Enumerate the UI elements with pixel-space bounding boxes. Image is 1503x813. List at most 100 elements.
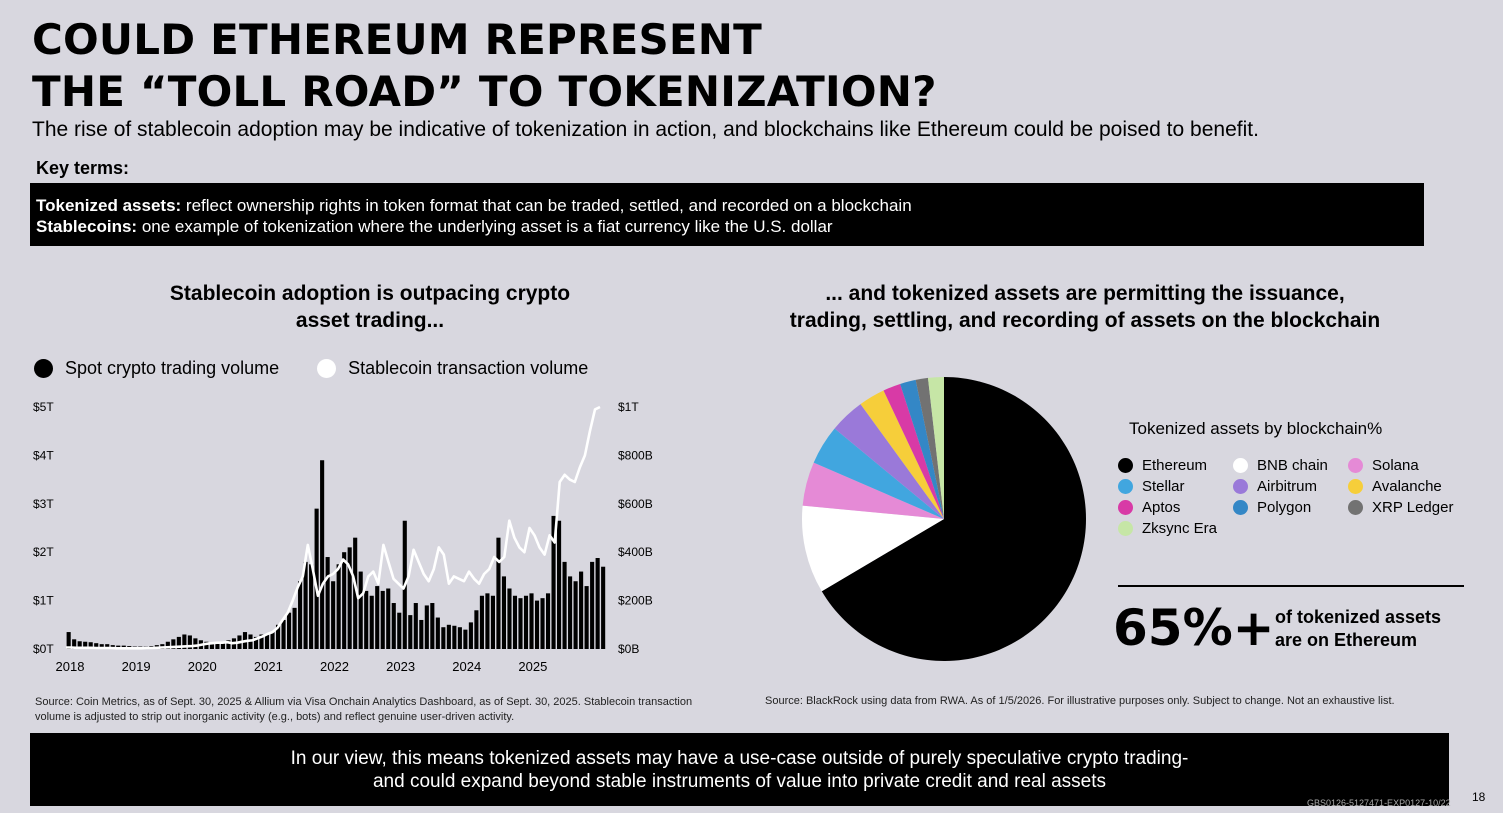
page-number: 18 (1472, 790, 1486, 804)
legend-swatch-spot (34, 359, 53, 378)
pie-legend-swatch (1118, 458, 1133, 473)
spot-volume-bar (529, 593, 534, 649)
right-axis-tick-label: $800B (618, 448, 653, 462)
spot-volume-bar (358, 571, 363, 649)
spot-volume-bar (490, 595, 495, 649)
spot-volume-bar (303, 561, 308, 649)
right-axis-tick-label: $1T (618, 400, 639, 414)
spot-volume-bar (424, 605, 429, 649)
left-chart-title: Stablecoin adoption is outpacing crypto … (120, 280, 620, 334)
pie-legend-item-xrp-ledger: XRP Ledger (1348, 499, 1478, 516)
pie-legend-item-solana: Solana (1348, 457, 1478, 474)
spot-volume-bar (325, 557, 330, 649)
x-axis-tick-label: 2022 (320, 659, 349, 674)
x-axis-tick-label: 2025 (518, 659, 547, 674)
spot-volume-bar (375, 586, 380, 649)
pie-legend: Ethereum BNB chain Solana Stellar Airbitrum A… (1118, 457, 1478, 537)
divider (1118, 585, 1464, 587)
spot-volume-bar (72, 639, 77, 649)
stat-caption-line-2: are on Ethereum (1275, 630, 1418, 650)
pie-legend-swatch (1348, 458, 1363, 473)
spot-volume-bar (584, 586, 589, 649)
left-chart-title-line-2: asset trading... (295, 309, 445, 332)
pie-legend-label: Aptos (1142, 499, 1181, 516)
page-title-line-1: COULD ETHEREUM REPRESENT (32, 15, 762, 64)
pie-legend-item-airbitrum: Airbitrum (1233, 478, 1348, 495)
spot-volume-bar (512, 595, 518, 649)
page-title: COULD ETHEREUM REPRESENT THE “TOLL ROAD”… (32, 14, 937, 118)
definition-tokenized-assets: reflect ownership rights in token format… (181, 196, 912, 215)
pie-legend-item-bnb-chain: BNB chain (1233, 457, 1348, 474)
spot-volume-bar (320, 460, 325, 649)
pie-legend-item-stellar: Stellar (1118, 478, 1233, 495)
page-subtitle: The rise of stablecoin adoption may be i… (32, 118, 1259, 141)
x-axis-tick-label: 2021 (254, 659, 283, 674)
spot-volume-bar (496, 537, 501, 649)
left-axis-tick-label: $4T (33, 448, 54, 462)
pie-legend-label: Ethereum (1142, 457, 1208, 474)
spot-volume-bar (474, 610, 479, 649)
spot-volume-bar (380, 590, 385, 649)
right-chart-title: ... and tokenized assets are permitting … (730, 280, 1440, 334)
spot-volume-bar (88, 642, 93, 649)
spot-volume-bar (292, 607, 297, 649)
key-terms-label: Key terms: (36, 158, 130, 178)
spot-volume-bar (226, 640, 231, 649)
spot-volume-bar (430, 603, 435, 649)
left-axis-tick-label: $1T (33, 594, 54, 608)
left-axis-tick-label: $5T (33, 400, 54, 414)
footer-callout: In our view, this means tokenized assets… (30, 733, 1449, 806)
pie-legend-item-aptos: Aptos (1118, 499, 1233, 516)
pie-legend-label: Polygon (1257, 499, 1312, 516)
pie-legend-label: Zksync Era (1142, 520, 1218, 537)
spot-volume-bar (452, 625, 457, 649)
left-source-note: Source: Coin Metrics, as of Sept. 30, 20… (35, 696, 693, 723)
spot-volume-bar (66, 632, 71, 649)
definition-stablecoins: one example of tokenization where the un… (137, 217, 833, 236)
legend-label-stablecoin: Stablecoin transaction volume (348, 358, 589, 378)
spot-volume-bar (501, 576, 507, 649)
spot-volume-bar (287, 612, 292, 649)
left-axis-tick-label: $0T (33, 642, 54, 656)
right-axis-tick-label: $400B (618, 545, 653, 559)
pie-legend-item-ethereum: Ethereum (1118, 457, 1233, 474)
x-axis-tick-label: 2018 (56, 659, 85, 674)
legend-swatch-stablecoin (317, 359, 337, 378)
spot-volume-bar (204, 641, 209, 649)
spot-volume-bar (220, 642, 225, 649)
pie-legend-label: Airbitrum (1257, 478, 1318, 495)
spot-volume-bar (342, 552, 347, 649)
spot-volume-bar (281, 619, 286, 649)
spot-volume-bar (314, 508, 319, 649)
left-axis-tick-label: $2T (33, 545, 54, 559)
spot-volume-bar (264, 634, 270, 649)
pie-legend-swatch (1233, 479, 1248, 494)
right-axis-tick-label: $600B (618, 497, 653, 511)
blockchain-pie-chart (801, 377, 1086, 661)
pie-slice-stellar (813, 428, 944, 519)
legend-item-spot: Spot crypto trading volume (34, 358, 279, 379)
stablecoin-volume-line (66, 405, 601, 650)
spot-volume-bar (209, 643, 214, 649)
pie-slice-aptos (883, 383, 944, 519)
spot-volume-bar (595, 558, 600, 649)
spot-volume-bar (386, 588, 391, 649)
spot-volume-bar (182, 634, 187, 649)
pie-slice-bnb-chain (801, 505, 944, 592)
spot-volume-bar (557, 520, 562, 649)
left-axis-tick-label: $3T (33, 497, 54, 511)
term-stablecoins: Stablecoins: (36, 217, 138, 236)
spot-volume-bar (562, 561, 567, 649)
spot-volume-bar (99, 644, 104, 649)
spot-volume-bar (446, 624, 451, 649)
volume-chart: $0T $1T $2T $3T $4T $5T $0B $200B $400B $600B $800… (33, 400, 653, 674)
pie-slice-avalanche (860, 390, 944, 519)
pie-slice-xrp-ledger (915, 377, 944, 519)
right-axis-tick-label: $200B (618, 594, 653, 608)
spot-volume-bar (347, 547, 352, 649)
x-axis-tick-label: 2024 (452, 659, 481, 674)
spot-volume-bar (77, 641, 82, 649)
key-term-tokenized-assets: Tokenized assets: reflect ownership righ… (36, 195, 1418, 216)
spot-volume-bar (364, 590, 369, 649)
spot-volume-bar (275, 624, 281, 649)
